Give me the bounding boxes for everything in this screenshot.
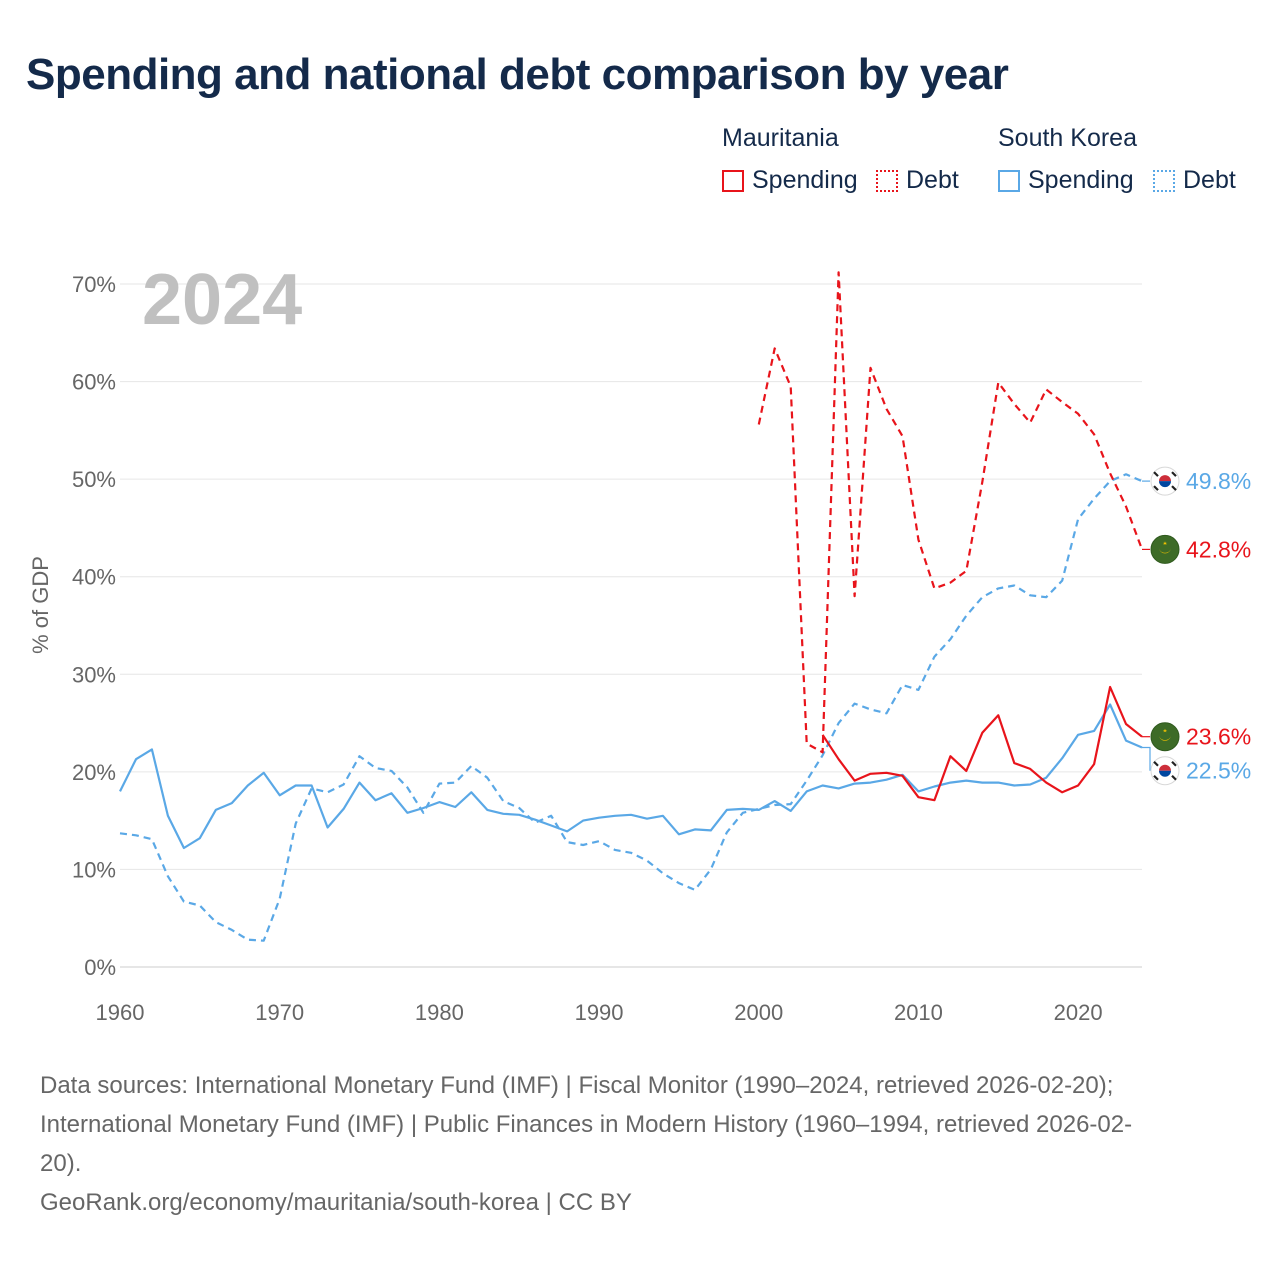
source-line-3: 20). bbox=[40, 1150, 82, 1177]
legend-group-south-korea: South Korea bbox=[998, 124, 1137, 152]
x-tick-label: 1960 bbox=[96, 1000, 145, 1025]
legend-label: Spending bbox=[752, 166, 858, 194]
data-source-note: Data sources: International Monetary Fun… bbox=[40, 1066, 1240, 1222]
legend-label: Debt bbox=[906, 166, 959, 194]
end-value-label: 49.8% bbox=[1186, 468, 1251, 494]
source-line-2: International Monetary Fund (IMF) | Publ… bbox=[40, 1111, 1133, 1138]
y-tick-label: 40% bbox=[72, 565, 116, 590]
y-tick-label: 30% bbox=[72, 662, 116, 687]
gridlines bbox=[120, 283, 1142, 968]
end-value-label: 22.5% bbox=[1186, 758, 1251, 784]
year-watermark: 2024 bbox=[142, 260, 302, 340]
y-axis-label: % of GDP bbox=[28, 556, 53, 654]
south-korea-flag-icon bbox=[1150, 466, 1180, 496]
y-tick-label: 20% bbox=[72, 760, 116, 785]
legend-group-mauritania: Mauritania bbox=[722, 124, 839, 152]
legend-swatch-dotted-blue bbox=[1153, 169, 1175, 192]
line-chart: 0% 10% 20% 30% 40% 50% 60% 70% 1960 1970 1980 1990… bbox=[28, 260, 1251, 1025]
x-tick-label: 1980 bbox=[415, 1000, 464, 1025]
mauritania-flag-icon bbox=[1150, 534, 1180, 564]
x-axis-ticks: 1960 1970 1980 1990 2000 2010 2020 bbox=[96, 1000, 1103, 1025]
legend-mauritania-debt[interactable]: Debt bbox=[876, 166, 959, 195]
legend-south-korea-spending[interactable]: Spending bbox=[998, 166, 1134, 195]
source-line-4[interactable]: GeoRank.org/economy/mauritania/south-kor… bbox=[40, 1189, 632, 1216]
x-tick-label: 2010 bbox=[894, 1000, 943, 1025]
series-line-south-korea-debt[interactable] bbox=[119, 473, 1143, 942]
legend-swatch-solid-red bbox=[722, 169, 744, 192]
y-tick-label: 70% bbox=[72, 272, 116, 297]
source-line-1: Data sources: International Monetary Fun… bbox=[40, 1072, 1114, 1099]
end-labels: 49.8% 42.8% 23.6% 22.5% bbox=[1142, 466, 1251, 786]
mauritania-flag-icon bbox=[1150, 722, 1180, 752]
y-axis-ticks: 0% 10% 20% 30% 40% 50% 60% 70% bbox=[72, 272, 116, 980]
x-tick-label: 1970 bbox=[255, 1000, 304, 1025]
end-label-connector bbox=[1142, 746, 1151, 771]
legend-swatch-dotted-red bbox=[876, 169, 898, 192]
legend-mauritania-spending[interactable]: Spending bbox=[722, 166, 858, 195]
x-tick-label: 1990 bbox=[575, 1000, 624, 1025]
south-korea-flag-icon bbox=[1150, 756, 1180, 786]
legend-label: Debt bbox=[1183, 166, 1236, 194]
end-value-label: 23.6% bbox=[1186, 724, 1251, 750]
legend-south-korea-debt[interactable]: Debt bbox=[1153, 166, 1236, 195]
chart-title: Spending and national debt comparison by… bbox=[26, 50, 1009, 99]
x-tick-label: 2020 bbox=[1054, 1000, 1103, 1025]
y-tick-label: 0% bbox=[84, 955, 116, 980]
series-lines bbox=[119, 271, 1144, 942]
legend-swatch-solid-blue bbox=[998, 169, 1020, 192]
y-tick-label: 10% bbox=[72, 857, 116, 882]
series-line-mauritania-debt[interactable] bbox=[757, 271, 1144, 754]
y-tick-label: 50% bbox=[72, 467, 116, 492]
series-line-south-korea-spending[interactable] bbox=[119, 703, 1143, 850]
series-line-mauritania-spending[interactable] bbox=[821, 685, 1143, 802]
x-tick-label: 2000 bbox=[734, 1000, 783, 1025]
legend-label: Spending bbox=[1028, 166, 1134, 194]
y-tick-label: 60% bbox=[72, 370, 116, 395]
end-value-label: 42.8% bbox=[1186, 536, 1251, 562]
